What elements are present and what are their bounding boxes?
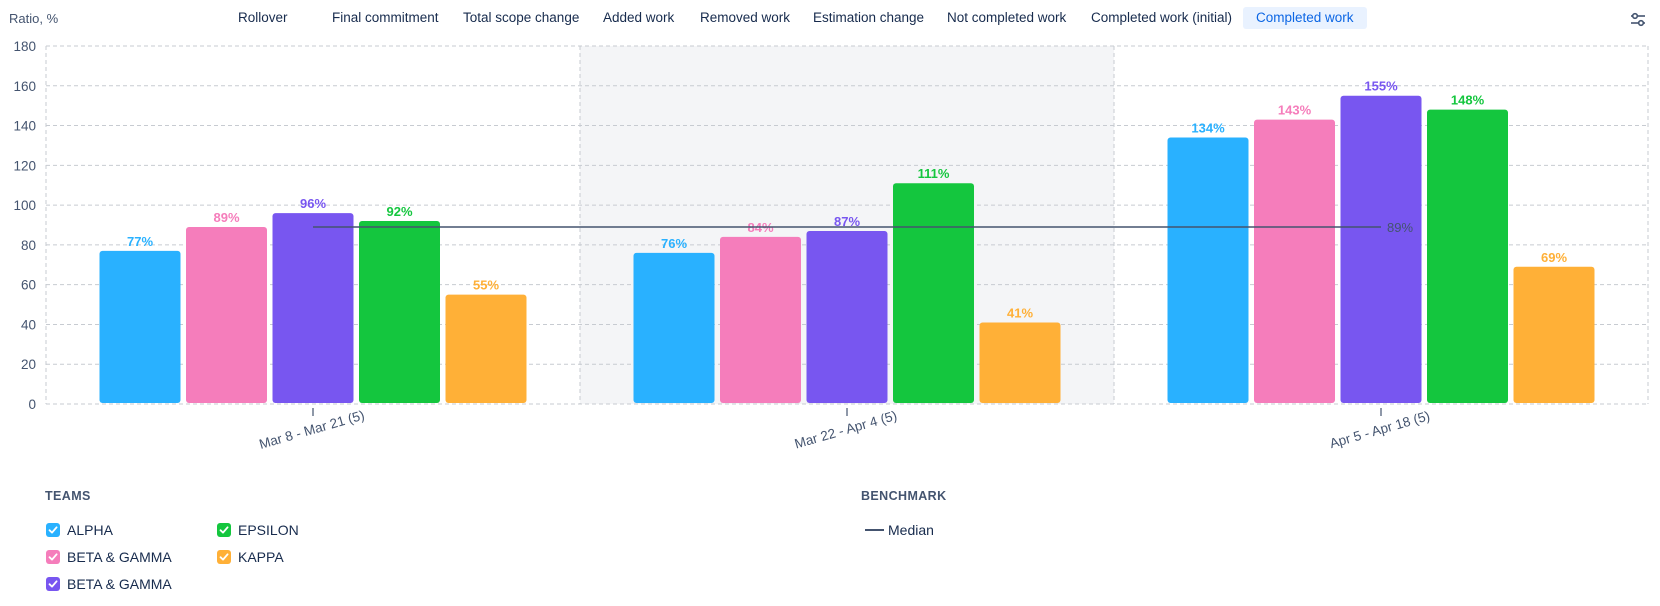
check-icon [48,553,58,561]
bar-value-label: 148% [1451,93,1485,108]
bar [1340,95,1422,403]
bar [720,236,801,403]
bar [979,322,1061,403]
bar [1513,266,1595,403]
bar [272,213,354,403]
y-tick-label: 140 [13,119,36,134]
legend-label: Median [888,522,934,538]
sliders-icon[interactable] [1628,10,1648,30]
checkbox[interactable] [46,550,60,564]
x-tick-label: Mar 8 - Mar 21 (5) [257,407,366,451]
check-icon [48,580,58,588]
median-value-label: 89% [1387,220,1413,235]
y-tick-label: 40 [21,317,36,332]
bar [1427,109,1508,404]
checkbox[interactable] [217,523,231,537]
checkbox[interactable] [217,550,231,564]
y-tick-label: 120 [13,158,36,173]
bar-value-label: 69% [1541,250,1567,265]
bar-value-label: 89% [213,210,239,225]
y-tick-label: 0 [28,397,36,412]
bar-value-label: 55% [473,278,499,293]
bar-value-label: 87% [834,214,860,229]
bar [99,250,181,403]
y-tick-label: 180 [13,39,36,54]
bar-value-label: 143% [1278,103,1312,118]
bar-value-label: 41% [1007,305,1033,320]
checkbox[interactable] [46,523,60,537]
check-icon [48,526,58,534]
bar [1254,119,1335,403]
check-icon [219,553,229,561]
tab-completed-work[interactable]: Completed work [1243,7,1367,29]
legend-label: BETA & GAMMA [67,549,172,565]
tab-removed-work[interactable]: Removed work [700,10,791,25]
y-axis-label: Ratio, % [9,11,59,26]
bar-value-label: 155% [1364,79,1398,94]
median-line-swatch [865,529,884,531]
tab-estimation-change[interactable]: Estimation change [813,10,925,25]
legend-label: EPSILON [238,522,299,538]
x-tick-label: Apr 5 - Apr 18 (5) [1328,408,1432,451]
bar-value-label: 111% [918,166,950,181]
bar-value-label: 96% [300,196,326,211]
bar [806,230,888,403]
y-tick-label: 60 [21,278,36,293]
tab-added-work[interactable]: Added work [603,10,675,25]
legend-label: KAPPA [238,549,284,565]
bar [893,183,974,403]
checkbox[interactable] [46,577,60,591]
legend-label: ALPHA [67,522,113,538]
bar-value-label: 134% [1191,120,1225,135]
bar [1167,137,1249,403]
bar-value-label: 77% [127,234,153,249]
tab-rollover[interactable]: Rollover [238,10,288,25]
tab-total-scope-change[interactable]: Total scope change [463,10,580,25]
y-tick-label: 160 [13,79,36,94]
tab-completed-work-initial[interactable]: Completed work (initial) [1091,10,1233,25]
check-icon [219,526,229,534]
bar-value-label: 92% [386,204,412,219]
y-tick-label: 20 [21,357,36,372]
bar-value-label: 76% [661,236,687,251]
teams-legend-title: TEAMS [45,489,91,503]
benchmark-legend-title: BENCHMARK [861,489,947,503]
bar [445,294,527,403]
bar [186,226,267,403]
tab-not-completed-work[interactable]: Not completed work [947,10,1067,25]
bar [359,221,440,403]
y-tick-label: 80 [21,238,36,253]
bar [633,252,715,403]
x-tick-label: Mar 22 - Apr 4 (5) [793,408,899,452]
tab-final-commitment[interactable]: Final commitment [332,10,439,25]
y-tick-label: 100 [13,198,36,213]
bar-chart: 0 20 40 60 80 100 120 140 160 180 77% 89% 96% 92% 55% M… [13,39,1649,452]
legend-label: BETA & GAMMA [67,576,172,592]
